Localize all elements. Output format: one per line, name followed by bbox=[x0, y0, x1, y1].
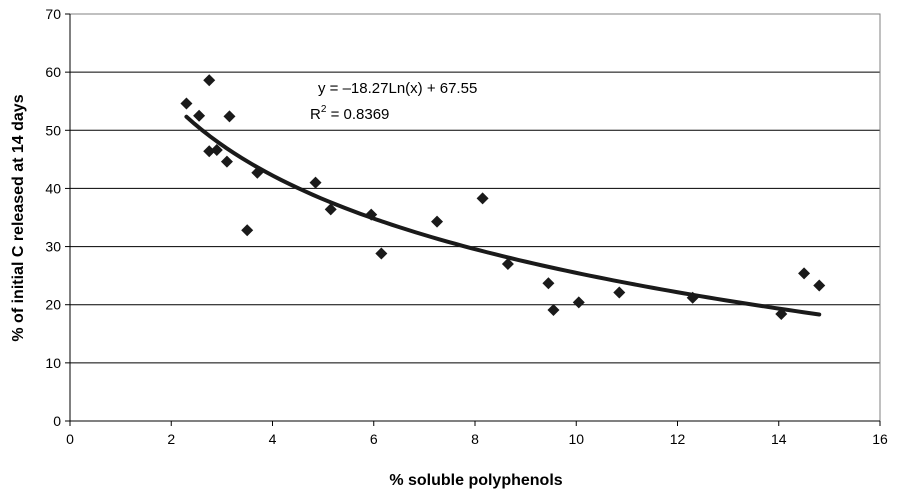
data-point bbox=[193, 109, 206, 122]
y-tick-label: 60 bbox=[45, 64, 61, 80]
data-point bbox=[241, 224, 254, 237]
data-point bbox=[798, 267, 811, 280]
data-point bbox=[542, 277, 555, 290]
r-squared-label: R2 = 0.8369 bbox=[310, 104, 389, 123]
data-point bbox=[324, 203, 337, 216]
x-axis-title: % soluble polyphenols bbox=[389, 472, 562, 489]
x-tick-label: 10 bbox=[568, 431, 584, 447]
data-point bbox=[210, 144, 223, 157]
y-tick-label: 70 bbox=[45, 6, 61, 22]
plot-area bbox=[69, 13, 881, 422]
trendline bbox=[184, 114, 822, 317]
x-ticks: 0 2 4 6 8 10 12 14 16 bbox=[66, 421, 888, 447]
data-point bbox=[375, 247, 388, 260]
y-tick-label: 50 bbox=[45, 122, 61, 138]
trendline-equation: y = –18.27Ln(x) + 67.55 bbox=[318, 80, 477, 97]
data-point bbox=[476, 192, 489, 205]
data-point bbox=[220, 155, 233, 168]
gridlines bbox=[70, 13, 880, 364]
y-tick-label: 10 bbox=[45, 355, 61, 371]
data-point bbox=[572, 296, 585, 309]
x-tick-label: 0 bbox=[66, 431, 74, 447]
x-tick-label: 4 bbox=[269, 431, 277, 447]
y-tick-label: 30 bbox=[45, 239, 61, 255]
data-point bbox=[547, 303, 560, 316]
x-tick-label: 2 bbox=[167, 431, 175, 447]
y-ticks: 0 10 20 30 40 50 60 70 bbox=[45, 6, 70, 429]
data-point bbox=[813, 279, 826, 292]
data-point bbox=[203, 145, 216, 158]
x-tick-label: 8 bbox=[471, 431, 479, 447]
data-point bbox=[613, 286, 626, 299]
y-axis-title: % of initial C released at 14 days bbox=[10, 94, 27, 341]
x-tick-label: 6 bbox=[370, 431, 378, 447]
y-tick-label: 20 bbox=[45, 297, 61, 313]
x-tick-label: 12 bbox=[670, 431, 686, 447]
x-tick-label: 16 bbox=[872, 431, 888, 447]
data-point bbox=[501, 258, 514, 271]
data-points bbox=[180, 74, 826, 321]
data-point bbox=[180, 97, 193, 110]
x-tick-label: 14 bbox=[771, 431, 787, 447]
y-tick-label: 0 bbox=[53, 413, 61, 429]
data-point bbox=[431, 215, 444, 228]
data-point bbox=[203, 74, 216, 87]
y-tick-label: 40 bbox=[45, 180, 61, 196]
data-point bbox=[223, 110, 236, 123]
data-point bbox=[309, 176, 322, 189]
